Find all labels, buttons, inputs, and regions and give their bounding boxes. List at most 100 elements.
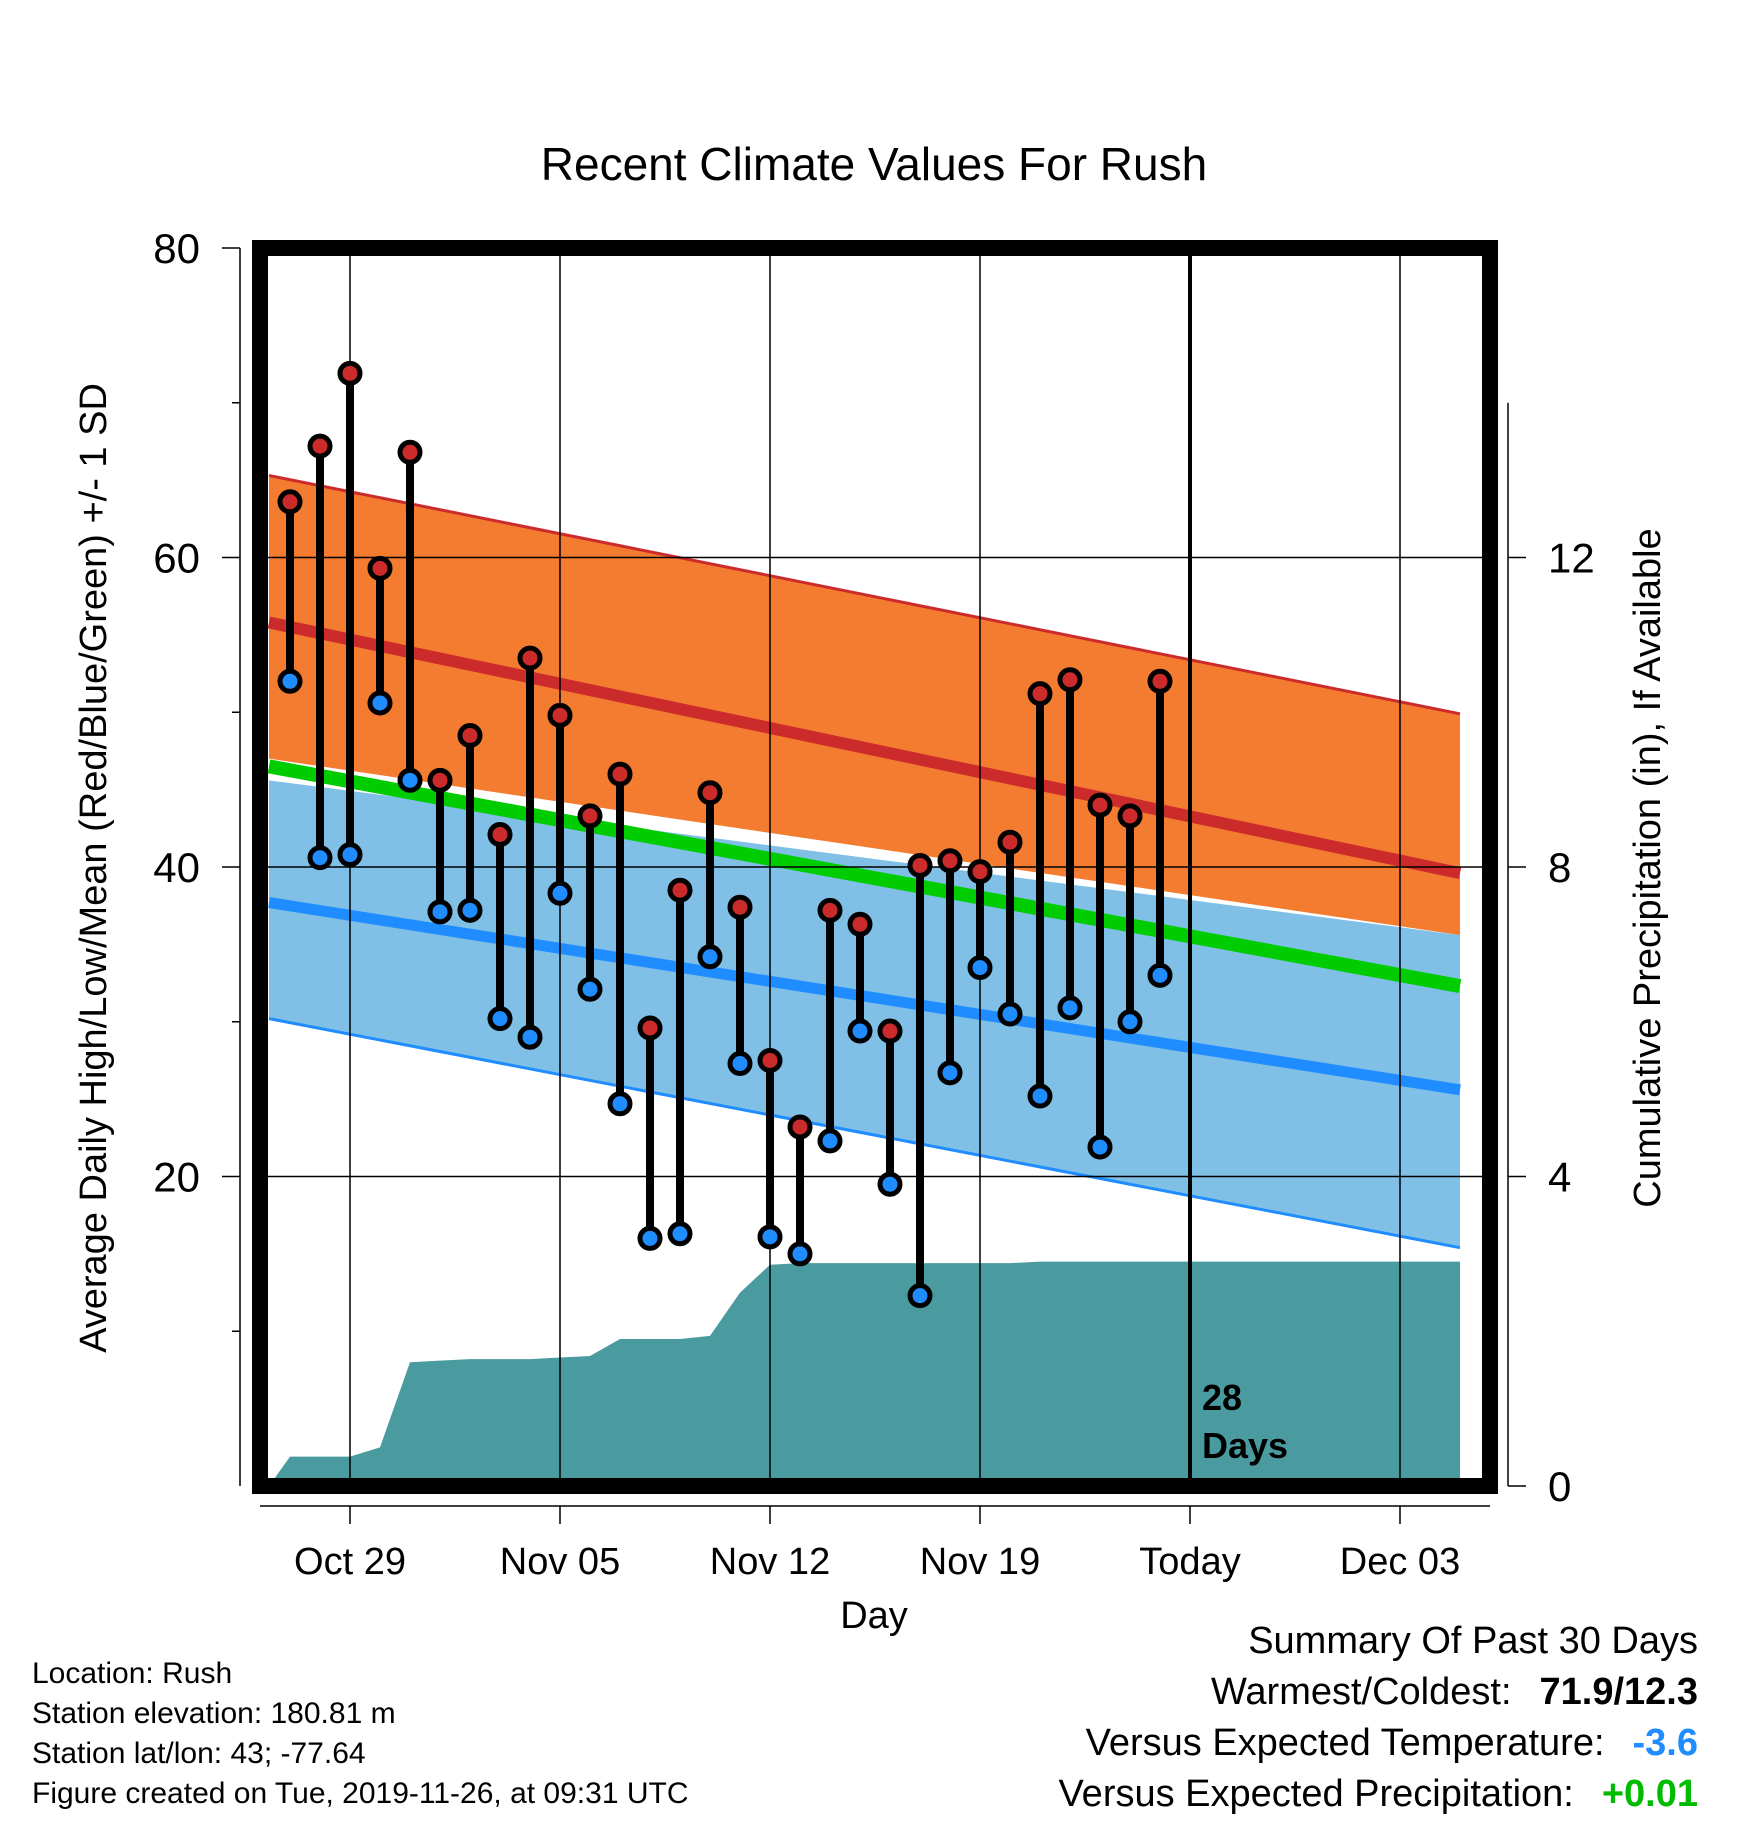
temp-anomaly-label: Versus Expected Temperature: — [1085, 1722, 1605, 1764]
observed-day — [577, 803, 603, 1002]
summary-title: Summary Of Past 30 Days — [1248, 1620, 1698, 1662]
plot-frame — [252, 240, 1498, 1494]
daily-low-point — [787, 1241, 813, 1267]
warm-cold-label: Warmest/Coldest: — [1210, 1671, 1512, 1713]
observed-day — [817, 897, 843, 1154]
daily-high-point — [457, 722, 483, 748]
daily-low-point — [937, 1060, 963, 1086]
normal-low-line — [268, 897, 1461, 1096]
daily-low-point — [1117, 1009, 1143, 1035]
chart-title: Recent Climate Values For Rush — [541, 138, 1207, 190]
daily-low-point — [847, 1018, 873, 1044]
observed-day — [487, 822, 513, 1032]
daily-low-point — [427, 899, 453, 925]
x-axis-label: Day — [840, 1595, 908, 1637]
x-tick-label: Oct 29 — [294, 1541, 406, 1583]
daily-high-point — [517, 645, 543, 671]
y2-tick-label: 8 — [1548, 844, 1571, 891]
daily-high-point — [577, 803, 603, 829]
x-tick-label: Dec 03 — [1340, 1541, 1460, 1583]
y-tick-label: 20 — [153, 1154, 200, 1201]
info-elevation: Station elevation: 180.81 m — [32, 1697, 396, 1730]
y2-axis-label: Cumulative Precipitation (in), If Availa… — [1627, 528, 1669, 1207]
today-days-label: Days — [1202, 1425, 1288, 1466]
observed-day — [547, 702, 573, 906]
observed-day — [877, 1018, 903, 1197]
observed-day — [457, 722, 483, 923]
daily-high-point — [1147, 668, 1173, 694]
daily-high-point — [427, 767, 453, 793]
observed-day — [1147, 668, 1173, 988]
daily-low-point — [637, 1225, 663, 1251]
observed-day — [337, 360, 363, 868]
daily-high-point — [667, 877, 693, 903]
daily-high-point — [727, 894, 753, 920]
low-lower-line — [268, 1017, 1461, 1250]
daily-high-point — [877, 1018, 903, 1044]
observed-day — [697, 780, 723, 970]
x-tick-label: Nov 05 — [500, 1541, 620, 1583]
summary-warm-cold: Warmest/Coldest: 71.9/12.3 — [1058, 1667, 1698, 1718]
daily-low-point — [607, 1091, 633, 1117]
daily-high-point — [787, 1114, 813, 1140]
warm-cold-value: 71.9/12.3 — [1539, 1671, 1698, 1713]
daily-high-point — [757, 1047, 783, 1073]
daily-low-point — [577, 976, 603, 1002]
observed-day — [1027, 681, 1053, 1109]
daily-low-point — [817, 1128, 843, 1154]
daily-low-point — [517, 1024, 543, 1050]
precip-area — [269, 1261, 1460, 1486]
daily-low-point — [967, 955, 993, 981]
observed-day — [847, 911, 873, 1044]
daily-high-point — [307, 433, 333, 459]
daily-low-point — [697, 944, 723, 970]
daily-low-point — [277, 668, 303, 694]
temp-anomaly-value: -3.6 — [1632, 1722, 1698, 1764]
today-days-label: 28 — [1202, 1377, 1242, 1418]
daily-low-point — [397, 767, 423, 793]
x-tick-label: Today — [1139, 1541, 1240, 1583]
daily-high-point — [847, 911, 873, 937]
daily-low-point — [1087, 1134, 1113, 1160]
daily-low-point — [487, 1006, 513, 1032]
y-tick-label: 80 — [153, 225, 200, 272]
daily-high-point — [1027, 681, 1053, 707]
daily-high-point — [1057, 667, 1083, 693]
precip-anomaly-value: +0.01 — [1601, 1773, 1698, 1815]
daily-low-point — [877, 1171, 903, 1197]
observed-day — [727, 894, 753, 1077]
daily-high-point — [607, 761, 633, 787]
normal-high-line — [267, 616, 1462, 880]
daily-high-point — [337, 360, 363, 386]
observed-day — [1087, 792, 1113, 1160]
info-latlon: Station lat/lon: 43; -77.64 — [32, 1737, 366, 1770]
y-tick-label: 60 — [153, 535, 200, 582]
daily-high-point — [907, 852, 933, 878]
observed-day — [427, 767, 453, 925]
daily-low-point — [1057, 995, 1083, 1021]
observed-day — [637, 1015, 663, 1251]
daily-high-point — [967, 859, 993, 885]
observed-day — [307, 433, 333, 871]
observed-day — [397, 439, 423, 793]
summary-panel: Summary Of Past 30 Days Warmest/Coldest:… — [1058, 1616, 1698, 1820]
observed-day — [907, 852, 933, 1309]
precip-anomaly-label: Versus Expected Precipitation: — [1058, 1773, 1574, 1815]
observed-day — [757, 1047, 783, 1250]
daily-high-point — [817, 897, 843, 923]
x-tick-label: Nov 12 — [710, 1541, 830, 1583]
daily-low-point — [997, 1001, 1023, 1027]
x-tick-label: Nov 19 — [920, 1541, 1040, 1583]
summary-temp-anomaly: Versus Expected Temperature: -3.6 — [1058, 1718, 1698, 1769]
daily-low-point — [1027, 1083, 1053, 1109]
observed-day — [967, 859, 993, 981]
observed-day — [997, 829, 1023, 1027]
y2-tick-label: 4 — [1548, 1154, 1571, 1201]
daily-low-point — [367, 690, 393, 716]
summary-precip-anomaly: Versus Expected Precipitation: +0.01 — [1058, 1769, 1698, 1820]
observed-day — [1117, 803, 1143, 1035]
observed-day — [517, 645, 543, 1050]
daily-high-point — [367, 555, 393, 581]
info-created: Figure created on Tue, 2019-11-26, at 09… — [32, 1777, 689, 1810]
